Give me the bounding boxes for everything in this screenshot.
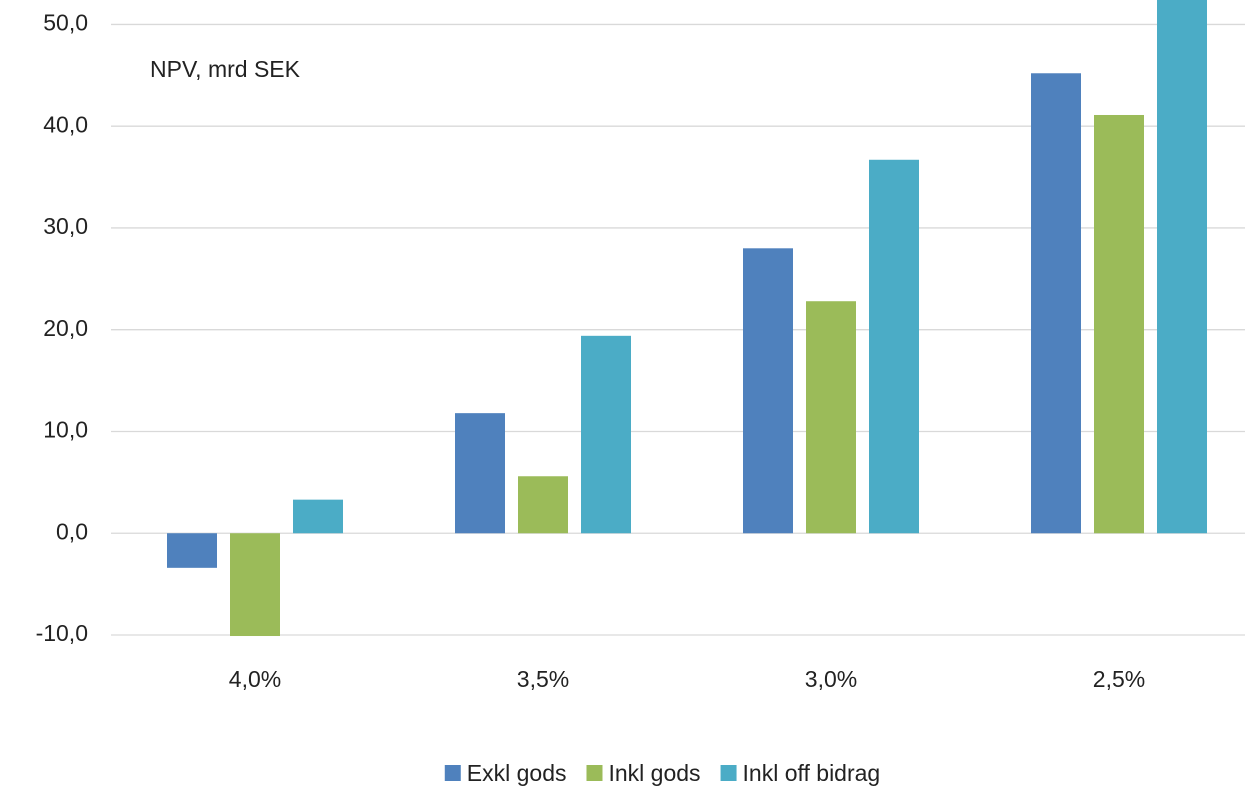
- bar: [806, 301, 856, 534]
- bar: [1157, 0, 1207, 534]
- bar: [167, 533, 217, 568]
- y-tick-label: 0,0: [56, 518, 88, 544]
- bar: [455, 413, 505, 534]
- x-tick-label: 3,5%: [517, 666, 569, 692]
- bar: [869, 159, 919, 534]
- y-tick-label: -10,0: [36, 620, 88, 646]
- legend-label: Exkl gods: [467, 760, 567, 786]
- y-tick-label: 40,0: [43, 111, 88, 137]
- x-tick-label: 2,5%: [1093, 666, 1145, 692]
- bar: [1031, 73, 1081, 534]
- legend-swatch: [444, 765, 461, 781]
- y-tick-label: 30,0: [43, 213, 88, 239]
- bar: [293, 499, 343, 534]
- y-tick-label: 10,0: [43, 417, 88, 443]
- x-tick-label: 3,0%: [805, 666, 857, 692]
- y-tick-label: 50,0: [43, 10, 88, 36]
- annotation: NPV, mrd SEK: [150, 56, 301, 82]
- bar: [743, 248, 793, 534]
- legend-label: Inkl gods: [608, 760, 700, 786]
- bar: [581, 335, 631, 534]
- legend-swatch: [720, 765, 737, 781]
- y-tick-label: 20,0: [43, 315, 88, 341]
- x-tick-label: 4,0%: [229, 666, 281, 692]
- legend-swatch: [586, 765, 603, 781]
- bar: [1094, 114, 1144, 534]
- bar: [230, 533, 280, 637]
- legend-label: Inkl off bidrag: [743, 760, 881, 786]
- bar: [518, 476, 568, 534]
